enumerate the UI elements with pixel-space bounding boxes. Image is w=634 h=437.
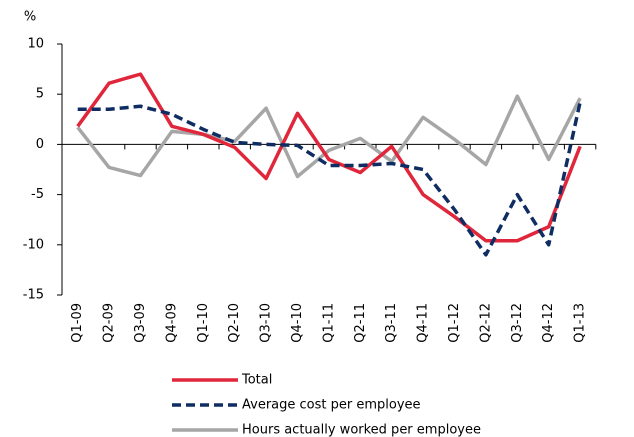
y-tick-label: 5 bbox=[36, 87, 44, 102]
x-tick-label: Q1-10 bbox=[196, 303, 211, 343]
x-tick-label: Q3-10 bbox=[259, 303, 274, 343]
x-tick-label: Q1-12 bbox=[447, 303, 462, 343]
x-tick-label: Q1-09 bbox=[70, 303, 85, 343]
y-tick-label: 0 bbox=[36, 137, 44, 152]
y-tick-label: -5 bbox=[31, 187, 44, 202]
y-axis-label: % bbox=[24, 10, 36, 25]
x-tick-label: Q4-09 bbox=[164, 303, 179, 343]
x-tick-label: Q2-09 bbox=[102, 303, 117, 343]
legend-label: Average cost per employee bbox=[242, 398, 421, 413]
series-line bbox=[76, 94, 582, 179]
legend-label: Hours actually worked per employee bbox=[242, 423, 481, 437]
y-tick-label: -15 bbox=[23, 288, 44, 303]
x-tick-label: Q1-13 bbox=[573, 303, 588, 343]
x-tick-label: Q2-11 bbox=[353, 303, 368, 343]
x-tick-label: Q3-11 bbox=[384, 303, 399, 343]
x-tick-label: Q4-12 bbox=[541, 303, 556, 343]
series-line bbox=[77, 101, 582, 257]
x-tick-label: Q4-11 bbox=[416, 303, 431, 343]
y-tick-label: 10 bbox=[27, 37, 44, 52]
legend-label: Total bbox=[241, 373, 272, 388]
series-line bbox=[76, 72, 582, 243]
x-tick-label: Q3-09 bbox=[133, 303, 148, 343]
x-tick-label: Q2-10 bbox=[227, 303, 242, 343]
x-tick-label: Q4-10 bbox=[290, 303, 305, 343]
x-tick-label: Q2-12 bbox=[478, 303, 493, 343]
x-tick-label: Q3-12 bbox=[510, 303, 525, 343]
x-tick-label: Q1-11 bbox=[321, 303, 336, 343]
y-tick-label: -10 bbox=[23, 237, 44, 252]
